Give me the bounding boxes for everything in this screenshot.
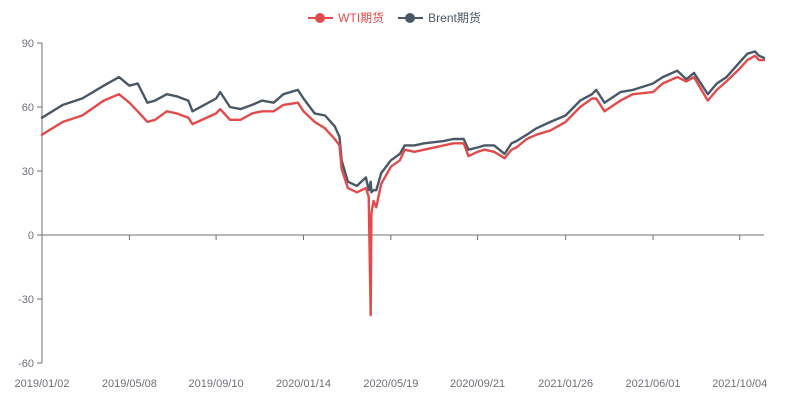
- legend-item-wti[interactable]: WTI期货: [308, 9, 384, 26]
- series-line-brent: [40, 50, 766, 194]
- x-tick-label: 2019/09/10: [189, 378, 244, 390]
- legend-dot-brent: [405, 12, 416, 23]
- legend-dot-wti: [315, 12, 326, 23]
- x-tick-label: 2019/05/08: [102, 378, 157, 390]
- x-tick-label: 2019/01/02: [14, 378, 69, 390]
- y-tick-label: -60: [18, 358, 34, 370]
- legend-label-brent: Brent期货: [428, 11, 481, 25]
- x-tick-label: 2020/05/19: [363, 378, 418, 390]
- x-tick-label: 2021/10/04: [712, 378, 767, 390]
- x-tick-label: 2020/09/21: [450, 378, 505, 390]
- y-tick-label: 90: [22, 38, 34, 50]
- legend-label-wti: WTI期货: [338, 11, 385, 25]
- chart-legend: WTI期货 Brent期货: [0, 9, 789, 26]
- legend-marker-wti: [308, 11, 334, 25]
- y-tick-label: -30: [18, 294, 34, 306]
- legend-item-brent[interactable]: Brent期货: [398, 9, 481, 26]
- x-tick-label: 2020/01/14: [276, 378, 331, 390]
- y-tick-label: 60: [22, 102, 34, 114]
- legend-marker-brent: [398, 11, 424, 25]
- y-tick-label: 30: [22, 166, 34, 178]
- series-line-wti: [40, 54, 766, 317]
- x-tick-label: 2021/06/01: [625, 378, 680, 390]
- x-tick-label: 2021/01/26: [538, 378, 593, 390]
- y-tick-label: 0: [28, 230, 34, 242]
